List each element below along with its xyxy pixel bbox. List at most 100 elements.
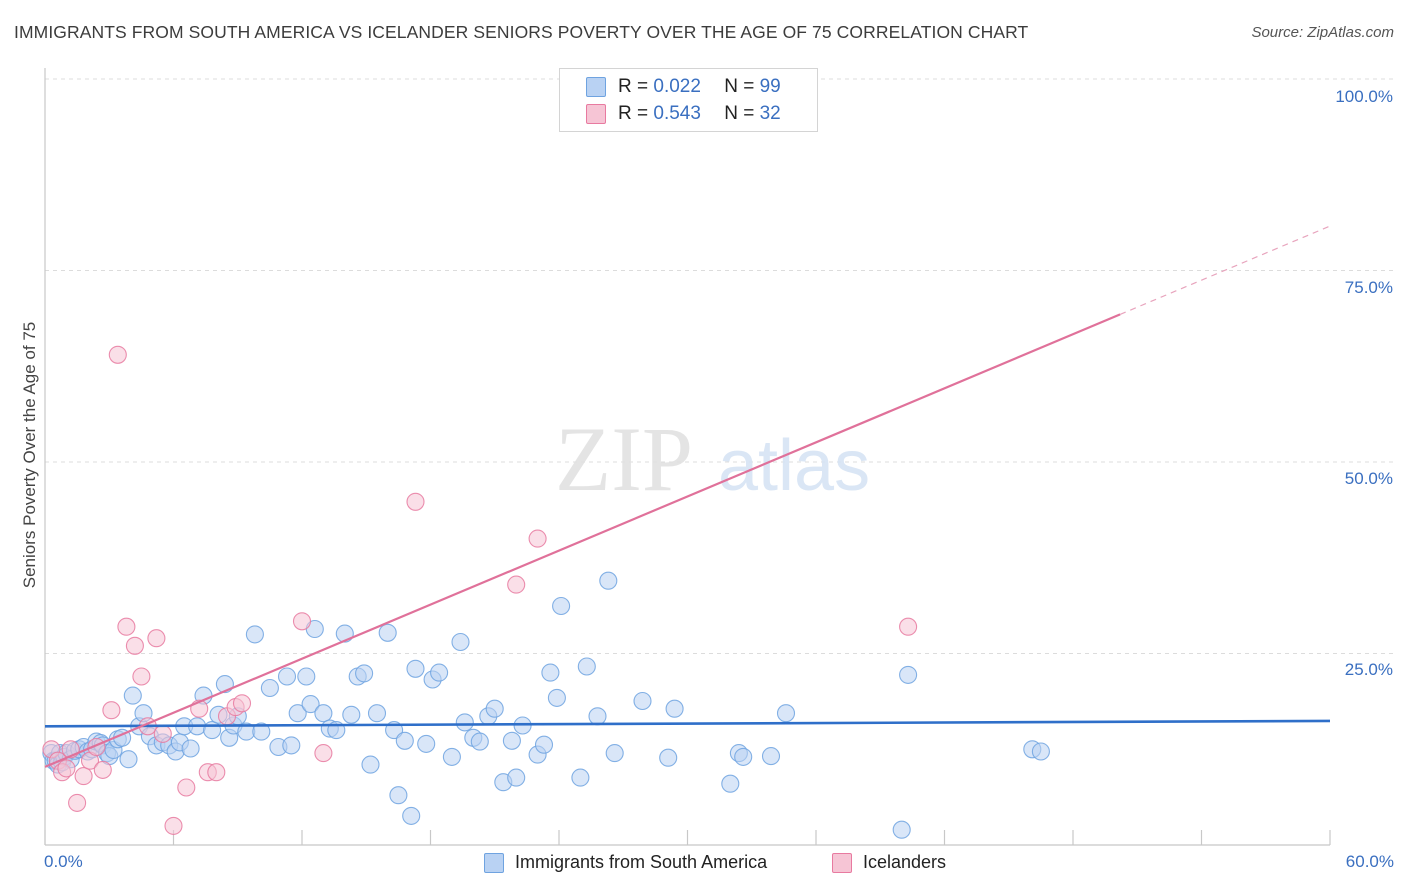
point-immigrants <box>588 707 607 726</box>
point-immigrants <box>776 704 796 723</box>
trend-line-immigrants <box>44 719 1331 728</box>
correlation-legend: R = 0.022 N = 99 R = 0.543 N = 32 <box>559 68 818 132</box>
point-immigrants <box>892 820 911 839</box>
point-icelanders <box>93 760 112 779</box>
source-label: Source: ZipAtlas.com <box>1251 24 1394 41</box>
point-immigrants <box>288 704 307 723</box>
point-icelanders <box>164 816 183 835</box>
trend-line-icelanders <box>44 313 1121 768</box>
point-immigrants <box>761 747 781 766</box>
legend-r-value-pink: 0.543 <box>653 103 701 124</box>
point-immigrants <box>361 755 380 774</box>
point-icelanders <box>57 759 76 778</box>
y-tick-label-100: 100.0% <box>1335 87 1393 106</box>
point-icelanders <box>899 617 918 636</box>
point-icelanders <box>74 767 93 786</box>
legend-r-label: R = <box>618 76 654 97</box>
point-immigrants <box>378 623 397 642</box>
point-icelanders <box>68 793 87 812</box>
point-immigrants <box>659 748 678 767</box>
point-immigrants <box>402 806 421 825</box>
point-immigrants <box>355 664 374 683</box>
point-immigrants <box>181 739 200 758</box>
point-icelanders <box>147 629 166 648</box>
point-icelanders <box>406 492 425 511</box>
point-immigrants <box>430 663 449 682</box>
legend-n-label: N = <box>724 103 760 124</box>
point-immigrants <box>252 722 271 741</box>
point-immigrants <box>123 686 142 705</box>
trend-line-icelanders-extension <box>1119 225 1331 315</box>
legend-n-label: N = <box>724 76 760 97</box>
point-icelanders <box>314 744 333 763</box>
point-immigrants <box>406 659 425 678</box>
point-immigrants <box>314 704 333 723</box>
x-tick-label-min: 0.0% <box>44 852 83 871</box>
point-icelanders <box>292 612 312 631</box>
legend-row-blue: R = 0.022 N = 99 <box>586 76 781 98</box>
point-immigrants <box>455 713 474 732</box>
y-tick-label-25: 25.0% <box>1344 660 1393 679</box>
point-immigrants <box>367 704 387 723</box>
point-icelanders <box>117 617 136 636</box>
point-icelanders <box>507 575 526 594</box>
point-icelanders <box>102 701 121 720</box>
point-icelanders <box>132 667 151 686</box>
point-immigrants <box>389 786 408 805</box>
watermark-atlas: atlas <box>718 426 870 506</box>
grid-lines <box>45 78 1395 654</box>
legend-n-value-blue: 99 <box>759 76 781 97</box>
legend-n-value-pink: 32 <box>759 103 781 124</box>
point-immigrants <box>552 596 571 616</box>
point-immigrants <box>899 665 918 684</box>
point-icelanders <box>232 694 252 713</box>
y-tick-label-50: 50.0% <box>1344 469 1393 488</box>
point-immigrants <box>282 736 301 755</box>
point-immigrants <box>734 747 753 766</box>
point-immigrants <box>417 734 436 753</box>
point-immigrants <box>605 744 624 763</box>
series-name-icelanders: Icelanders <box>863 852 947 872</box>
point-immigrants <box>547 688 566 707</box>
point-immigrants <box>485 699 504 718</box>
point-immigrants <box>297 667 316 686</box>
data-points <box>42 345 1050 839</box>
legend-swatch-blue <box>586 77 606 97</box>
point-immigrants <box>507 768 526 787</box>
legend-row-pink: R = 0.543 N = 32 <box>586 103 781 125</box>
legend-r-label: R = <box>618 103 654 124</box>
point-immigrants <box>277 667 297 686</box>
series-legend-icelanders: Icelanders <box>832 852 946 873</box>
x-tick-label-max: 60.0% <box>1345 852 1394 871</box>
point-immigrants <box>534 735 554 754</box>
legend-swatch-pink <box>586 104 606 124</box>
point-icelanders <box>177 778 196 797</box>
point-immigrants <box>571 768 590 787</box>
point-immigrants <box>470 732 489 751</box>
point-immigrants <box>260 678 279 698</box>
point-immigrants <box>541 663 560 682</box>
axes <box>44 68 1331 846</box>
series-legend-immigrants: Immigrants from South America <box>484 852 767 873</box>
y-tick-label-75: 75.0% <box>1344 278 1393 297</box>
point-immigrants <box>1031 742 1050 761</box>
point-immigrants <box>301 695 320 714</box>
point-immigrants <box>577 657 596 676</box>
legend-r-value-blue: 0.022 <box>653 76 701 97</box>
trend-lines <box>44 225 1331 768</box>
watermark-zip: ZIP <box>555 408 693 510</box>
point-immigrants <box>721 774 740 793</box>
point-immigrants <box>502 731 521 750</box>
series-swatch-blue <box>484 853 504 873</box>
series-name-immigrants: Immigrants from South America <box>515 852 768 872</box>
point-icelanders <box>207 763 226 782</box>
point-immigrants <box>395 731 414 750</box>
point-icelanders <box>108 345 127 364</box>
point-immigrants <box>203 721 222 740</box>
watermark: ZIP atlas <box>555 408 870 510</box>
point-immigrants <box>633 691 652 711</box>
point-immigrants <box>665 699 684 718</box>
point-immigrants <box>245 625 264 644</box>
point-immigrants <box>599 571 618 590</box>
